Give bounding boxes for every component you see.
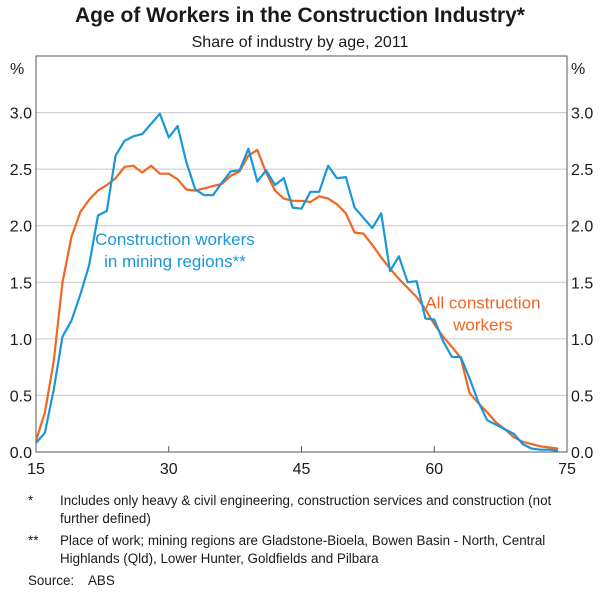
y-axis-right: 0.0 0.5 1.0 1.5 2.0 2.5 3.0 [571,106,593,462]
y-axis-left: 0.0 0.5 1.0 1.5 2.0 2.5 3.0 [10,106,32,462]
y-tick-right-0.0: 0.0 [571,445,593,462]
y-tick-right-1.5: 1.5 [571,275,593,292]
gridlines [36,112,567,396]
x-tick-60: 60 [425,461,443,478]
y-tick-right-0.5: 0.5 [571,388,593,405]
y-unit-left: % [10,61,24,78]
source-label: Source: [28,573,75,588]
y-tick-left-2.5: 2.5 [10,162,32,179]
chart-title: Age of Workers in the Construction Indus… [75,4,526,27]
y-tick-left-1.5: 1.5 [10,275,32,292]
footnote-2-text: Place of work; mining regions are Gladst… [60,533,546,566]
y-tick-left-0.0: 0.0 [10,445,32,462]
x-tick-30: 30 [160,461,178,478]
y-tick-left-2.0: 2.0 [10,219,32,236]
y-unit-right: % [571,61,585,78]
source-value: ABS [88,573,115,588]
footnotes: * Includes only heavy & civil engineerin… [28,492,588,590]
y-tick-right-2.0: 2.0 [571,219,593,236]
footnote-1-text: Includes only heavy & civil engineering,… [60,493,552,526]
series-label-all-construction-2: workers [452,315,513,334]
footnote-1: * Includes only heavy & civil engineerin… [28,492,588,528]
y-tick-right-2.5: 2.5 [571,162,593,179]
series-line-all-construction [34,148,559,450]
y-tick-left-1.0: 1.0 [10,332,32,349]
y-tick-left-0.5: 0.5 [10,388,32,405]
x-tick-45: 45 [293,461,311,478]
footnote-2: ** Place of work; mining regions are Gla… [28,532,588,568]
series-label-mining-regions-1: Construction workers [95,230,255,249]
y-tick-left-3.0: 3.0 [10,106,32,123]
x-tick-75: 75 [558,461,576,478]
series-label-all-construction-1: All construction [425,293,540,312]
y-tick-right-3.0: 3.0 [571,106,593,123]
series-label-mining-regions-2: in mining regions** [104,252,246,271]
series-lines [34,112,559,452]
x-axis: 15 30 45 60 75 [27,446,576,478]
y-tick-right-1.0: 1.0 [571,332,593,349]
source-line: Source: ABS [28,572,588,590]
series-line-mining-regions [35,112,559,452]
footnote-1-mark: * [28,493,34,508]
chart-subtitle: Share of industry by age, 2011 [192,34,409,51]
chart: Age of Workers in the Construction Indus… [10,4,594,478]
footnote-2-mark: ** [28,533,39,548]
series-labels: Construction workers in mining regions** A… [95,230,540,334]
x-tick-15: 15 [27,461,45,478]
